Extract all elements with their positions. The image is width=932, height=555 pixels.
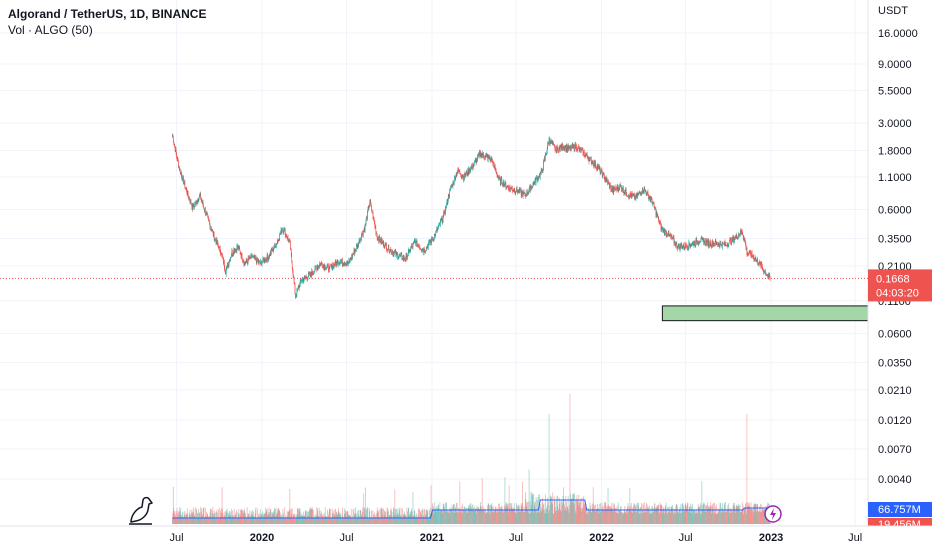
candle-body xyxy=(435,231,436,236)
candle-body xyxy=(602,170,603,174)
candle-body xyxy=(446,204,447,208)
candle-body xyxy=(288,237,289,240)
candle-body xyxy=(360,240,361,243)
candle xyxy=(242,253,243,260)
candle-body xyxy=(242,253,243,259)
candle-body xyxy=(330,265,331,266)
candle-body xyxy=(726,244,727,245)
candle-body xyxy=(434,235,435,239)
candle xyxy=(222,254,223,260)
candle xyxy=(435,231,436,238)
candle-body xyxy=(654,202,655,206)
candle-body xyxy=(218,245,219,247)
candle-body xyxy=(543,161,544,168)
candle-body xyxy=(322,265,323,268)
candle-body xyxy=(534,181,535,185)
candle-body xyxy=(189,197,190,200)
candle-body xyxy=(294,277,295,282)
candle-body xyxy=(492,159,493,161)
candle xyxy=(722,241,723,244)
candle-body xyxy=(176,153,177,156)
candle-body xyxy=(290,240,291,248)
volume-bar xyxy=(549,414,550,524)
candle-body xyxy=(665,229,666,230)
candle-body xyxy=(205,209,206,214)
candle-body xyxy=(402,254,403,258)
candle-body xyxy=(356,246,357,251)
candle xyxy=(338,261,339,267)
candle-body xyxy=(729,243,730,246)
candle-body xyxy=(547,143,548,148)
candle-body xyxy=(212,231,213,232)
candle xyxy=(322,262,323,267)
candle-body xyxy=(454,177,455,183)
candle-body xyxy=(191,204,192,205)
candle xyxy=(389,244,390,252)
candle-body xyxy=(229,263,230,266)
candle-body xyxy=(315,266,316,271)
candle-body xyxy=(508,187,509,189)
candle-body xyxy=(295,284,296,293)
candle-body xyxy=(695,241,696,245)
candle-body xyxy=(250,256,251,257)
candle xyxy=(506,181,507,190)
candle-body xyxy=(203,205,204,206)
candle-body xyxy=(623,187,624,191)
candle xyxy=(695,240,696,246)
candle xyxy=(315,265,316,267)
candle-body xyxy=(558,148,559,151)
candle xyxy=(534,181,535,185)
candle-body xyxy=(441,220,442,221)
candle-body xyxy=(222,255,223,257)
candle-body xyxy=(705,240,706,244)
candle-body xyxy=(532,186,533,187)
candle-body xyxy=(292,262,293,268)
candle-body xyxy=(596,167,597,168)
candle-body xyxy=(539,178,540,179)
candle-body xyxy=(722,242,723,243)
candle-body xyxy=(226,270,227,275)
candle xyxy=(194,202,195,210)
candle-body xyxy=(389,245,390,252)
candle xyxy=(375,225,376,236)
candle xyxy=(512,186,513,193)
candle-body xyxy=(420,247,421,248)
candle xyxy=(446,203,447,208)
candle xyxy=(251,253,252,259)
candle-body xyxy=(193,204,194,206)
candle-body xyxy=(729,241,730,244)
candle-body xyxy=(565,148,566,150)
candle-body xyxy=(181,175,182,178)
candle xyxy=(602,167,603,174)
candle-body xyxy=(669,231,670,234)
candle-body xyxy=(721,242,722,244)
candle-body xyxy=(584,152,585,156)
candle xyxy=(493,161,494,168)
candle-body xyxy=(283,228,284,231)
candle-body xyxy=(358,243,359,246)
candle-body xyxy=(291,255,292,262)
candle-body xyxy=(273,249,274,251)
candle-body xyxy=(382,240,383,241)
candle-body xyxy=(438,226,439,228)
candle-body xyxy=(375,227,376,233)
candle-body xyxy=(574,145,575,150)
candle-body xyxy=(188,191,189,196)
candle xyxy=(420,245,421,249)
candle-body xyxy=(529,186,530,189)
candle-body xyxy=(231,255,232,257)
candle-body xyxy=(616,187,617,189)
grid-lines xyxy=(0,0,868,526)
candle xyxy=(295,282,296,294)
candle-body xyxy=(308,277,309,279)
